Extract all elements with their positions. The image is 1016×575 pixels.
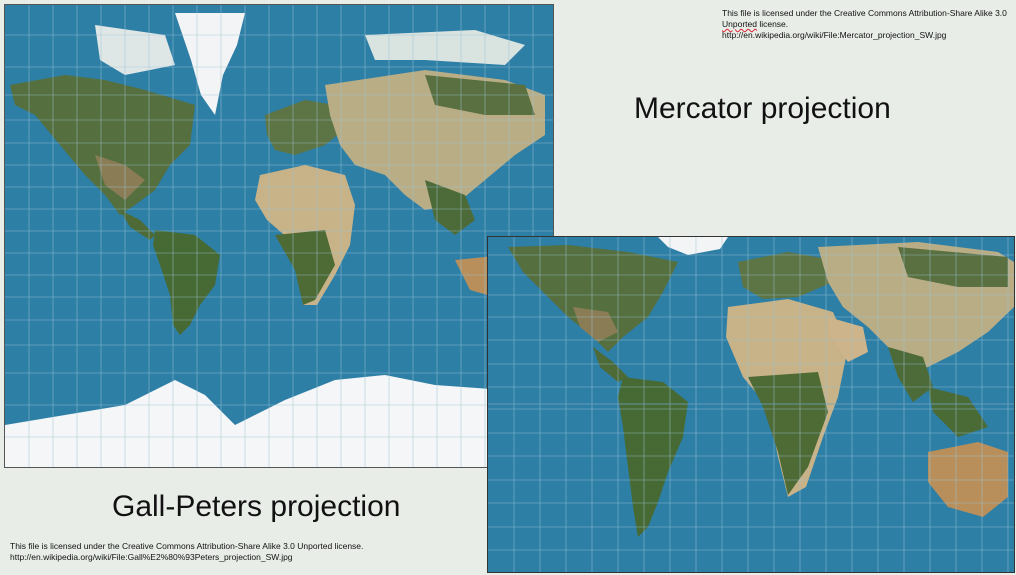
mercator-license-part3: license. http://en.wikipedia.org/wiki/Fi… — [722, 19, 947, 40]
gall-peters-license-line2: http://en.wikipedia.org/wiki/File:Gall%E… — [10, 552, 293, 562]
gall-peters-map-graphic — [488, 237, 1014, 572]
gall-peters-map — [487, 236, 1015, 573]
gall-peters-license-text: This file is licensed under the Creative… — [10, 541, 390, 563]
mercator-map — [4, 4, 554, 468]
gall-peters-license-line1: This file is licensed under the Creative… — [10, 541, 364, 551]
mercator-license-part1: This file is licensed under the Creative… — [722, 8, 1007, 18]
mercator-license-unported: Unported — [722, 19, 757, 29]
gall-peters-projection-title: Gall-Peters projection — [112, 490, 401, 523]
mercator-license-text: This file is licensed under the Creative… — [722, 8, 1014, 41]
mercator-projection-title: Mercator projection — [634, 92, 891, 125]
mercator-map-graphic — [5, 5, 553, 467]
